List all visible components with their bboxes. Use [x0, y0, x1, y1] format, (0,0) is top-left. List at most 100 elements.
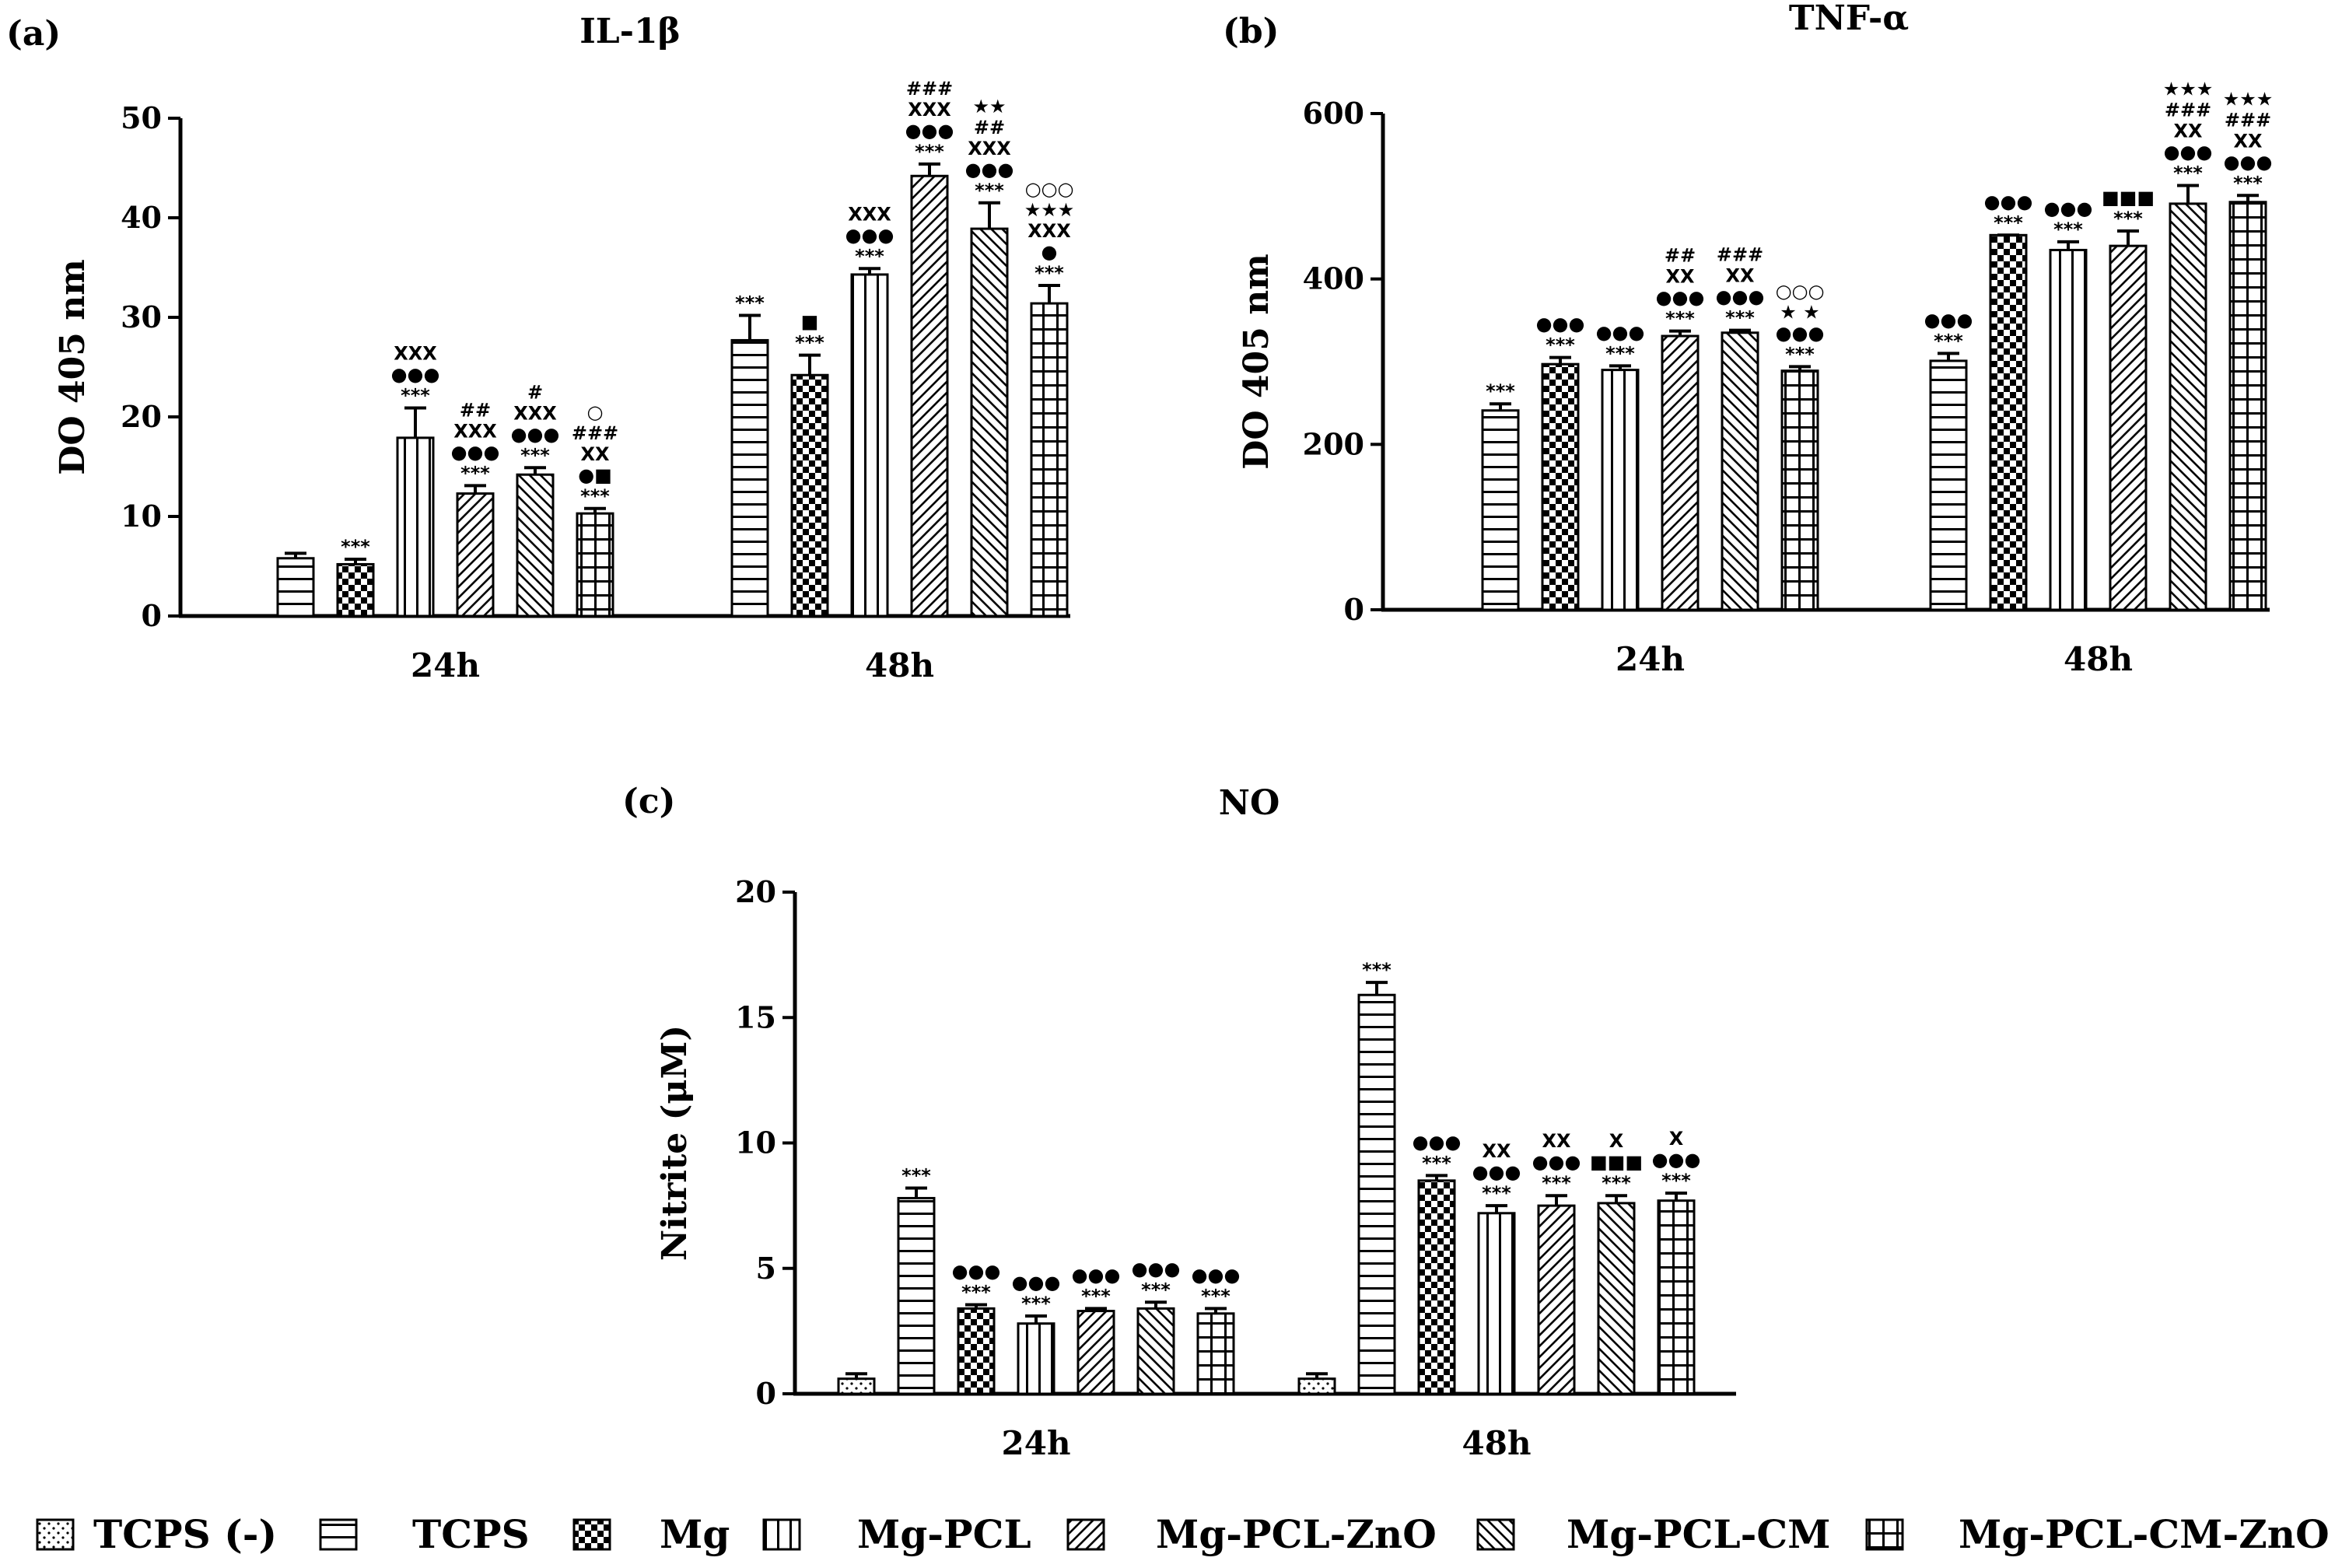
y-tick-label: 200 — [1303, 426, 1364, 461]
sig-label-mg-pcl-48h: *** — [855, 245, 884, 267]
legend-swatch-mg — [572, 1518, 611, 1551]
bar-tcps-24h — [897, 1196, 936, 1395]
legend-label-mg: Mg — [660, 1511, 730, 1557]
legend-label-tcps-neg: TCPS (-) — [93, 1511, 277, 1557]
sig-label-mg-pcl-cm-zno-48h: XXX — [1027, 220, 1071, 242]
sig-label-mg-pcl-cm-zno-24h: XX — [580, 443, 610, 465]
sig-label-mg-pcl-zno-48h: *** — [1542, 1172, 1571, 1194]
sig-label-mg-pcl-48h: *** — [1482, 1182, 1511, 1204]
sig-label-mg-pcl-zno-48h: XX — [1542, 1130, 1571, 1152]
bar-mg-24h — [336, 562, 375, 618]
legend: TCPS (-) TCPS Mg Mg-PCL Mg-PCL-ZnO Mg-PC… — [36, 1511, 2330, 1557]
sig-label-mg-pcl-cm-zno-48h: ★★★ — [1024, 199, 1075, 221]
bar-mg-pcl-cm-48h — [2169, 202, 2207, 611]
sig-label-mg-pcl-cm-zno-24h: *** — [1201, 1285, 1231, 1307]
bar-mg-24h — [957, 1307, 996, 1395]
y-tick-label: 0 — [1344, 592, 1364, 627]
y-tick-label: 10 — [735, 1125, 776, 1160]
sig-label-mg-pcl-cm-24h: ●●● — [1716, 286, 1765, 308]
sig-label-mg-pcl-cm-48h: ■■■ — [1590, 1151, 1643, 1173]
sig-label-tcps-48h: ●●● — [1924, 309, 1973, 331]
bar-mg-pcl-cm-24h — [1136, 1307, 1175, 1395]
bar-mg-pcl-cm-24h — [516, 473, 555, 618]
sig-label-mg-pcl-zno-24h: *** — [1665, 308, 1695, 330]
sig-label-mg-48h: *** — [1422, 1152, 1451, 1174]
panel-label: (a) — [6, 14, 61, 54]
panel-label: (c) — [622, 782, 675, 821]
sig-label-mg-pcl-cm-zno-24h: *** — [1785, 343, 1815, 365]
sig-label-mg-pcl-24h: *** — [401, 384, 430, 406]
sig-label-mg-48h: *** — [1994, 212, 2023, 233]
x-tick-label-24h: 24h — [1616, 640, 1685, 678]
panel-label: (b) — [1223, 12, 1279, 51]
sig-label-mg-pcl-cm-48h: ●●● — [2164, 142, 2213, 163]
sig-label-mg-pcl-zno-48h: ### — [906, 78, 953, 100]
legend-label-mg-pcl-cm-zno: Mg-PCL-CM-ZnO — [1959, 1511, 2330, 1557]
sig-label-mg-pcl-cm-zno-48h: ★★★ — [2223, 88, 2274, 110]
bar-mg-pcl-cm-zno-48h — [1657, 1199, 1696, 1395]
sig-label-mg-pcl-cm-zno-48h: *** — [2233, 172, 2263, 194]
bar-mg-48h — [1989, 233, 2028, 611]
sig-label-mg-pcl-cm-48h: ### — [2165, 100, 2211, 121]
sig-label-tcps-48h: *** — [735, 292, 765, 313]
sig-label-mg-pcl-cm-zno-48h: ○○○ — [1025, 178, 1074, 200]
y-tick-label: 600 — [1303, 96, 1364, 131]
bar-mg-pcl-48h — [1477, 1212, 1516, 1395]
bar-mg-pcl-48h — [2049, 248, 2088, 611]
x-tick-label-48h: 48h — [865, 646, 934, 684]
y-axis-label: DO 405 nm — [1237, 254, 1276, 470]
sig-label-mg-pcl-cm-24h: *** — [1141, 1279, 1171, 1300]
sig-label-mg-pcl-zno-24h: ●●● — [1656, 287, 1705, 309]
sig-label-mg-pcl-cm-48h: *** — [2173, 163, 2203, 184]
bar-mg-pcl-24h — [396, 436, 435, 618]
sig-label-mg-pcl-cm-24h: XXX — [513, 402, 557, 424]
bar-tcps-48h — [1297, 1377, 1336, 1395]
sig-label-mg-pcl-zno-24h: ## — [460, 399, 491, 421]
sig-label-mg-pcl-cm-zno-24h: *** — [580, 485, 610, 507]
bar-mg-pcl-zno-48h — [910, 174, 949, 618]
x-tick-label-24h: 24h — [1002, 1424, 1071, 1462]
bar-tcps-24h — [1481, 409, 1520, 611]
sig-label-mg-24h: ●●● — [1536, 313, 1585, 335]
bar-tcps-48h — [1357, 993, 1396, 1395]
bar-mg-pcl-zno-24h — [1661, 334, 1700, 611]
sig-label-mg-pcl-cm-zno-24h: ●●● — [1776, 322, 1825, 344]
legend-swatch-tcps — [319, 1518, 358, 1551]
sig-label-mg-pcl-24h: *** — [1605, 342, 1635, 364]
sig-label-mg-pcl-cm-48h: X — [1609, 1130, 1624, 1152]
bar-mg-pcl-cm-zno-24h — [576, 512, 614, 618]
sig-label-mg-pcl-zno-48h: ●●● — [1532, 1151, 1581, 1173]
sig-label-mg-pcl-48h: ●●● — [845, 224, 894, 246]
y-tick-label: 15 — [735, 999, 776, 1034]
sig-label-mg-pcl-cm-zno-48h: XX — [2233, 130, 2263, 152]
sig-label-mg-pcl-cm-zno-24h: ○○○ — [1776, 280, 1825, 302]
bar-mg-pcl-cm-48h — [1597, 1202, 1636, 1395]
sig-label-tcps-48h: *** — [1362, 959, 1392, 981]
sig-label-mg-pcl-cm-zno-48h: ### — [2225, 109, 2271, 131]
sig-label-mg-pcl-cm-zno-24h: ●●● — [1192, 1264, 1241, 1286]
y-axis-label: DO 405 nm — [53, 259, 93, 475]
sig-label-mg-pcl-cm-48h: ●●● — [965, 159, 1014, 180]
y-tick-label: 40 — [121, 200, 162, 235]
sig-label-mg-pcl-24h: *** — [1021, 1293, 1051, 1314]
sig-label-mg-pcl-cm-48h: ★★ — [972, 96, 1006, 117]
sig-label-mg-pcl-cm-24h: *** — [520, 444, 550, 466]
chart-tnfa: (b) TNF-αDO 405 nm0200400600******●●●***●… — [1223, 0, 2273, 678]
sig-label-mg-pcl-cm-48h: XX — [2173, 121, 2203, 142]
sig-label-mg-pcl-48h: *** — [2053, 219, 2083, 240]
legend-label-tcps: TCPS — [412, 1511, 530, 1557]
sig-label-mg-pcl-cm-zno-24h: ○ — [587, 401, 604, 423]
sig-label-mg-24h: *** — [341, 536, 370, 558]
bar-mg-pcl-zno-48h — [2109, 244, 2148, 611]
legend-swatch-mg-pcl-cm-zno — [1865, 1518, 1904, 1551]
sig-label-mg-pcl-24h: ●●● — [1012, 1272, 1061, 1293]
legend-label-mg-pcl: Mg-PCL — [857, 1511, 1031, 1557]
sig-label-mg-pcl-zno-48h: *** — [915, 141, 944, 163]
x-tick-label-24h: 24h — [411, 646, 480, 684]
sig-label-mg-pcl-cm-zno-48h: X — [1669, 1128, 1684, 1150]
sig-label-mg-pcl-cm-zno-24h: ★ ★ — [1780, 301, 1819, 323]
bar-mg-48h — [1417, 1179, 1456, 1395]
bar-mg-pcl-cm-zno-24h — [1196, 1312, 1235, 1395]
